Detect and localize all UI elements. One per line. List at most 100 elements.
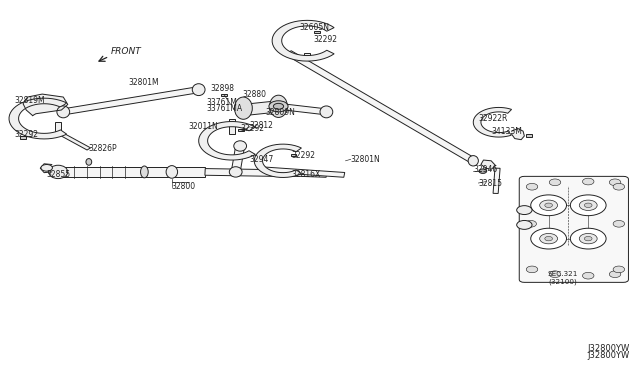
Circle shape: [570, 195, 606, 216]
Text: 32605N: 32605N: [300, 23, 330, 32]
Circle shape: [582, 178, 594, 185]
Polygon shape: [262, 167, 345, 177]
Circle shape: [549, 179, 561, 186]
Text: J32800YW: J32800YW: [588, 351, 630, 360]
Polygon shape: [62, 87, 200, 115]
Ellipse shape: [141, 166, 148, 178]
FancyBboxPatch shape: [525, 135, 532, 137]
Ellipse shape: [166, 166, 177, 178]
Polygon shape: [511, 129, 524, 140]
Text: 32292: 32292: [314, 35, 338, 44]
Polygon shape: [481, 160, 495, 169]
FancyBboxPatch shape: [221, 94, 227, 96]
Text: 32815: 32815: [478, 179, 502, 187]
FancyBboxPatch shape: [238, 129, 244, 131]
Text: 32880: 32880: [242, 90, 266, 99]
Text: 33761M: 33761M: [206, 98, 237, 107]
FancyBboxPatch shape: [314, 31, 320, 33]
Polygon shape: [304, 53, 310, 60]
Circle shape: [609, 271, 621, 278]
Circle shape: [531, 228, 566, 249]
Polygon shape: [56, 131, 91, 150]
Circle shape: [516, 206, 532, 215]
FancyBboxPatch shape: [519, 176, 628, 282]
Ellipse shape: [86, 158, 92, 165]
Ellipse shape: [269, 95, 287, 118]
Text: (32100): (32100): [548, 278, 577, 285]
Circle shape: [273, 103, 284, 109]
Polygon shape: [9, 98, 67, 139]
Ellipse shape: [234, 141, 246, 151]
Polygon shape: [205, 169, 275, 176]
Text: 32947: 32947: [250, 155, 274, 164]
Circle shape: [526, 183, 538, 190]
Circle shape: [549, 271, 561, 278]
Ellipse shape: [49, 165, 68, 179]
Polygon shape: [278, 103, 328, 115]
Circle shape: [525, 221, 536, 227]
Polygon shape: [474, 108, 511, 137]
Ellipse shape: [229, 167, 242, 177]
FancyBboxPatch shape: [291, 154, 296, 156]
Circle shape: [613, 266, 625, 273]
Circle shape: [613, 183, 625, 190]
Text: 32826P: 32826P: [89, 144, 118, 153]
Text: FRONT: FRONT: [111, 46, 141, 55]
Text: 32898: 32898: [210, 84, 234, 93]
Circle shape: [269, 101, 288, 112]
Text: 32812: 32812: [250, 122, 274, 131]
Text: SEC.321: SEC.321: [547, 271, 578, 277]
Text: 32946: 32946: [473, 165, 497, 174]
Circle shape: [613, 221, 625, 227]
Text: 32922R: 32922R: [478, 114, 508, 123]
Ellipse shape: [192, 84, 205, 96]
Polygon shape: [23, 94, 68, 116]
Text: 32816X: 32816X: [291, 170, 321, 179]
Polygon shape: [242, 101, 280, 115]
FancyBboxPatch shape: [20, 136, 26, 138]
Text: 32809N: 32809N: [266, 108, 296, 117]
Circle shape: [584, 203, 592, 208]
Polygon shape: [275, 171, 326, 177]
Text: 32801N: 32801N: [351, 155, 380, 164]
Circle shape: [41, 164, 52, 171]
Circle shape: [531, 195, 566, 216]
Ellipse shape: [320, 106, 333, 118]
Circle shape: [545, 236, 552, 241]
Circle shape: [584, 236, 592, 241]
Circle shape: [570, 228, 606, 249]
Text: 34133M: 34133M: [491, 126, 522, 136]
Ellipse shape: [57, 106, 70, 118]
Circle shape: [609, 179, 621, 186]
Circle shape: [582, 272, 594, 279]
Text: 32819M: 32819M: [15, 96, 45, 105]
Circle shape: [545, 203, 552, 208]
Polygon shape: [285, 51, 476, 163]
Polygon shape: [199, 122, 255, 160]
Circle shape: [540, 234, 557, 244]
Text: 32292: 32292: [292, 151, 316, 160]
Circle shape: [526, 266, 538, 273]
Circle shape: [516, 221, 532, 230]
Circle shape: [540, 200, 557, 211]
Text: 32011N: 32011N: [188, 122, 218, 131]
Polygon shape: [493, 168, 500, 193]
Polygon shape: [58, 167, 205, 177]
Text: 32292: 32292: [15, 130, 39, 140]
Text: J32800YW: J32800YW: [588, 344, 630, 353]
Circle shape: [579, 234, 597, 244]
Circle shape: [579, 200, 597, 211]
Text: 32855: 32855: [47, 170, 71, 179]
Polygon shape: [254, 144, 301, 177]
Circle shape: [479, 169, 486, 173]
Text: 32292: 32292: [240, 124, 264, 133]
Text: 32801M: 32801M: [129, 78, 159, 87]
Polygon shape: [231, 146, 244, 172]
Text: 32800: 32800: [172, 182, 196, 191]
Ellipse shape: [468, 155, 478, 166]
Text: 33761MA: 33761MA: [206, 105, 243, 113]
Polygon shape: [228, 119, 235, 134]
Polygon shape: [55, 122, 61, 132]
Polygon shape: [272, 20, 334, 61]
Ellipse shape: [234, 97, 252, 119]
